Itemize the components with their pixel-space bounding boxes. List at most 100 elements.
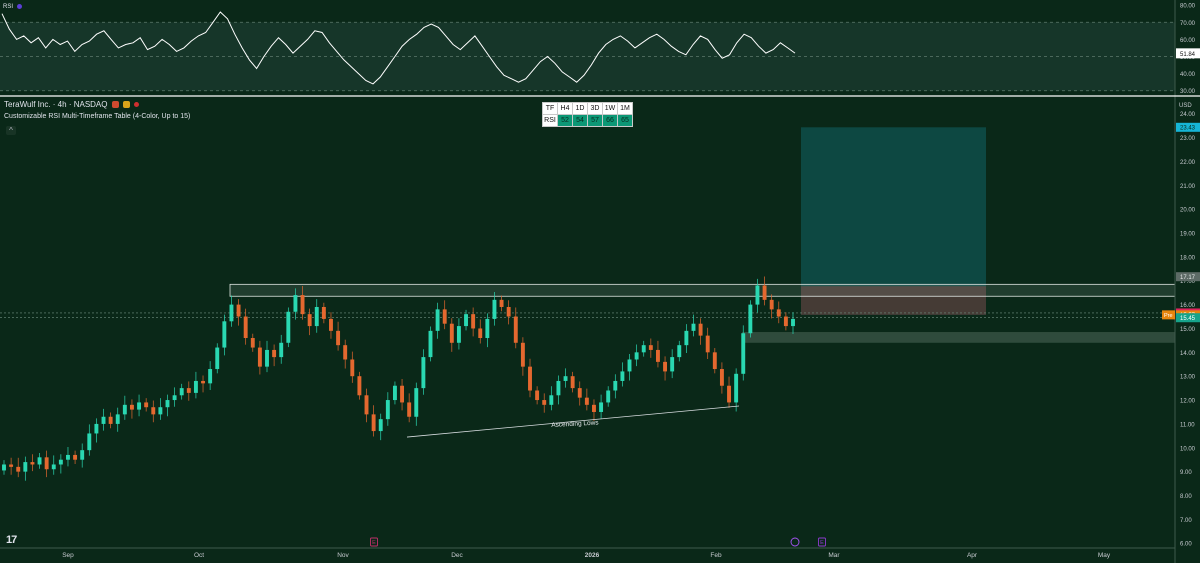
candle [108,416,113,424]
candle [350,359,355,377]
rsi-current-value-box [1176,48,1200,59]
candle [144,402,149,408]
candle [44,457,49,470]
rsi-tick-label: 40.00 [1180,72,1196,78]
chevron-up-icon[interactable]: ^ [6,126,16,135]
candle [677,345,682,358]
symbol-timeframe[interactable]: 4h [57,100,67,109]
candle [492,299,497,319]
candle [663,361,668,372]
candle [73,454,78,460]
candle [201,380,205,384]
price-label-box [1176,313,1200,323]
candle [464,314,468,327]
candle [172,395,177,401]
price-tick-label: 17.00 [1180,279,1196,285]
time-tick-label: 2026 [585,552,600,559]
candle [329,318,333,331]
table-header-cell: 1M [617,102,633,115]
candle [279,342,284,358]
earnings-event-label: E [820,540,824,546]
pre-market-tag [1162,310,1175,320]
candle [762,285,767,300]
candle [357,376,362,396]
candle [791,318,795,327]
candle [556,380,561,396]
candle [456,326,461,343]
ascending-lows-label: Ascending Lows [551,419,599,429]
price-pane: Ascending Lows E E [0,127,1176,547]
table-header-row: TF H4 1D 3D 1W 1M [542,102,633,115]
candle [599,402,604,412]
ascending-lows-trendline [406,405,740,438]
symbol-name[interactable]: TeraWulf Inc. [4,100,51,109]
indicator-name[interactable]: Customizable RSI Multi-Timeframe Table (… [4,113,191,120]
candle [392,385,397,401]
candle [371,414,376,432]
earnings-event-marker [818,537,826,547]
rsi-pane-label: RSI [3,4,14,11]
table-row-label: RSI [542,114,558,127]
candle [606,390,611,403]
candle [158,407,163,415]
support-zone [742,332,1175,343]
candle [634,352,639,360]
candle [727,385,731,403]
candle [719,369,724,386]
rsi-timeframe-table: TF H4 1D 3D 1W 1M RSI 52 54 57 66 65 [542,102,633,127]
candle [428,330,433,358]
candle [94,423,99,434]
candle [655,349,660,362]
candle [300,295,305,315]
price-tick-label: 14.00 [1180,351,1196,357]
candle [9,464,14,467]
price-tick-label: 19.00 [1180,232,1196,238]
candle [442,309,447,324]
candle [471,314,476,329]
price-tick-label: 12.00 [1180,399,1196,405]
candle [115,414,120,424]
candle [193,380,198,393]
candle [734,373,739,403]
settings-icon[interactable] [16,4,22,9]
candle [343,345,348,360]
candle [712,352,717,370]
price-tick-label: 22.00 [1180,160,1196,166]
rsi-pane-legend: RSI [3,4,22,10]
symbol-legend: TeraWulf Inc. · 4h · NASDAQ [4,100,140,109]
candle [30,462,35,465]
price-label: 15.45 [1180,316,1196,322]
candle [613,380,618,391]
candle [684,330,689,346]
rsi-tick-label: 80.00 [1180,4,1196,10]
time-tick-label: Apr [967,552,978,559]
rsi-pane [0,11,1175,92]
target-zone [801,127,986,315]
price-tick-label: 15.00 [1180,327,1196,333]
table-header-cell: H4 [557,102,573,115]
candle [23,462,28,472]
candle [592,404,596,412]
dividend-event-icon [790,537,800,547]
earnings-flag-icon[interactable] [122,101,130,109]
candle [414,388,419,417]
alert-badge-icon[interactable] [111,101,119,109]
price-axis-background [1175,0,1200,563]
price-label: 23.43 [1180,126,1196,132]
candle [87,433,92,451]
candle [641,345,646,353]
candle [506,306,511,317]
table-header-cell: 1W [602,102,618,115]
candle [137,402,142,410]
price-label-box [1176,122,1200,132]
earnings-event-marker [370,537,378,547]
time-tick-label: Feb [710,552,722,559]
rsi-tick-label: 60.00 [1180,38,1196,44]
candle [755,285,760,305]
candle [286,311,291,343]
indicator-legend[interactable]: Customizable RSI Multi-Timeframe Table (… [4,113,190,120]
tradingview-logo[interactable]: 17 [6,534,17,546]
candle [80,450,85,460]
candle [215,347,220,370]
